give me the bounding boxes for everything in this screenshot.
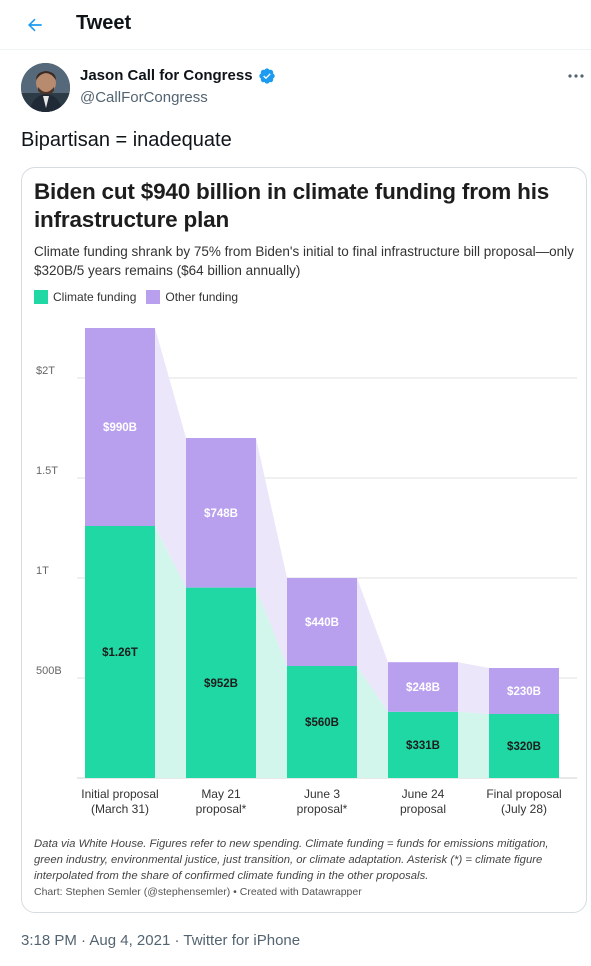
bar-other [489, 668, 559, 714]
tweet-time[interactable]: 3:18 PM [21, 932, 77, 949]
x-tick-label: proposal* [297, 802, 348, 816]
top-bar: Tweet [0, 0, 591, 50]
x-tick-label: Initial proposal [81, 787, 158, 801]
legend-label-other: Other funding [165, 290, 239, 304]
chart-title: Biden cut $940 billion in climate fundin… [34, 179, 550, 232]
x-tick-label: (July 28) [501, 802, 547, 816]
arrow-left-icon [28, 18, 42, 32]
data-label-other: $748B [204, 508, 238, 520]
legend-label-climate: Climate funding [53, 290, 137, 304]
data-label-other: $248B [406, 682, 440, 694]
avatar-image [21, 63, 70, 112]
more-horizontal-icon [568, 74, 584, 78]
more-button[interactable] [564, 66, 588, 86]
climate-connector-area [357, 666, 388, 778]
tweet-source[interactable]: Twitter for iPhone [183, 932, 301, 949]
bar-other [388, 662, 458, 712]
legend-item-climate: Climate funding [34, 290, 136, 304]
timestamp-separator: · [174, 932, 180, 949]
x-tick-label: (March 31) [91, 802, 149, 816]
legend-item-other: Other funding [146, 290, 238, 304]
bar-climate [186, 587, 256, 778]
bar-climate [287, 666, 357, 778]
legend-swatch-climate [34, 290, 48, 304]
bar-climate [489, 714, 559, 778]
x-tick-label: June 3 [304, 787, 340, 801]
x-tick-label: Final proposal [486, 787, 561, 801]
chart-subtitle: Climate funding shrank by 75% from Biden… [34, 244, 574, 278]
chart-image[interactable]: Biden cut $940 billion in climate fundin… [21, 167, 587, 913]
y-tick-label: 1T [36, 565, 49, 577]
timestamp-separator: · [81, 932, 87, 949]
bar-climate [388, 711, 458, 778]
chart-plot: 500B 1T 1.5T $2T $1.26T $990B Initial proposal… [36, 328, 577, 816]
tweet-date[interactable]: Aug 4, 2021 [89, 932, 171, 949]
other-connector-area [458, 662, 489, 714]
data-label-other: $230B [507, 686, 541, 698]
tweet-text: Bipartisan = inadequate [21, 129, 232, 151]
x-tick-label: June 24 [402, 787, 445, 801]
avatar[interactable] [21, 63, 70, 112]
x-tick-label: proposal [400, 802, 446, 816]
other-connector-area [357, 578, 388, 712]
climate-connector-area [458, 711, 489, 778]
page-title: Tweet [76, 12, 132, 34]
data-label-climate: $952B [204, 678, 238, 690]
data-label-other: $440B [305, 617, 339, 629]
data-label-climate: $320B [507, 741, 541, 753]
data-label-climate: $331B [406, 740, 440, 752]
bar-other [287, 578, 357, 666]
climate-connector-area [256, 587, 287, 778]
bar-other [85, 328, 155, 526]
bar-climate [85, 526, 155, 778]
back-button[interactable] [18, 10, 52, 40]
other-connector-area [256, 438, 287, 666]
y-tick-label: 500B [36, 665, 62, 677]
legend-swatch-other [146, 290, 161, 304]
other-connector-area [155, 328, 186, 588]
chart-note: Data via White House. Figures refer to n… [34, 838, 549, 882]
author-handle[interactable]: @CallForCongress [80, 89, 208, 106]
verified-badge-icon [259, 68, 275, 84]
bar-other [186, 438, 256, 588]
chart-credit: Chart: Stephen Semler (@stephensemler) •… [34, 886, 362, 898]
tweet-timestamp: 3:18 PM · Aug 4, 2021 · Twitter for iPho… [21, 932, 300, 949]
data-label-other: $990B [103, 422, 137, 434]
data-label-climate: $1.26T [102, 647, 138, 659]
x-tick-label: May 21 [201, 787, 241, 801]
y-tick-label: 1.5T [36, 465, 58, 477]
x-tick-label: proposal* [196, 802, 247, 816]
climate-connector-area [155, 526, 186, 778]
data-label-climate: $560B [305, 717, 339, 729]
y-tick-label: $2T [36, 365, 55, 377]
author-name[interactable]: Jason Call for Congress [80, 67, 253, 84]
chart-legend: Climate funding Other funding [34, 290, 248, 304]
